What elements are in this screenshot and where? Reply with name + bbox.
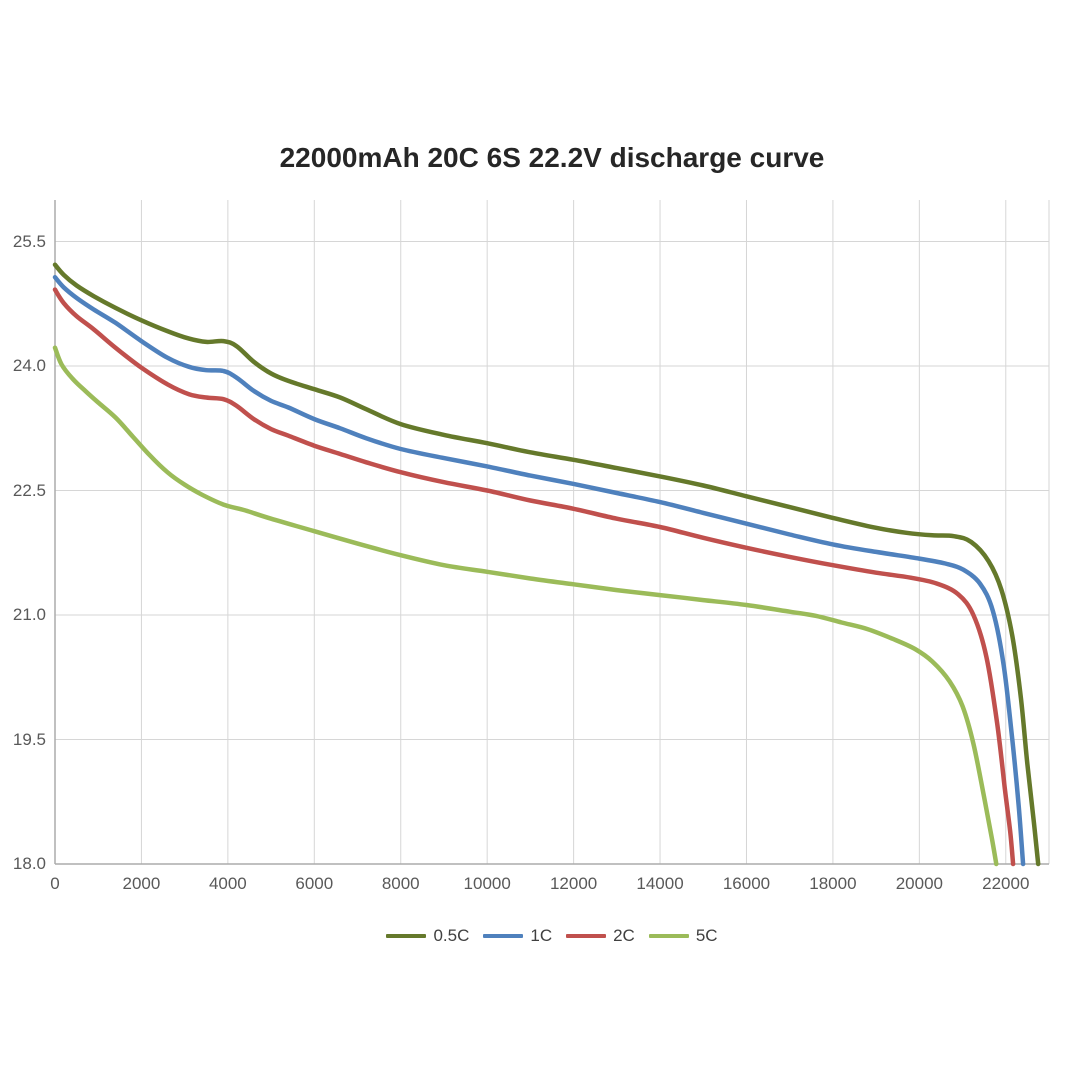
legend-item-1c: 1C [483, 926, 552, 946]
legend-label: 1C [530, 926, 553, 945]
series-line-0-5c [52, 262, 1041, 867]
gridlines [55, 200, 1050, 864]
series-lines [52, 262, 1041, 867]
y-tick-label: 18.0 [12, 854, 46, 873]
axes [54, 200, 1049, 865]
x-tick-label: 2000 [122, 874, 161, 893]
legend-item-5c: 5C [648, 926, 718, 946]
x-tick-label: 16000 [722, 874, 771, 893]
y-tick-label: 19.5 [12, 729, 46, 749]
series-line-2c [52, 287, 1016, 867]
x-tick-label: 0 [50, 874, 60, 893]
y-tick-label: 21.0 [12, 605, 46, 624]
x-tick-label: 18000 [809, 874, 857, 893]
legend-label: 2C [613, 926, 635, 945]
y-tick-label: 24.0 [12, 356, 46, 375]
legend-swatch [648, 934, 689, 938]
x-tick-label: 20000 [895, 874, 943, 893]
x-tick-label: 22000 [982, 874, 1030, 893]
legend: 0.5C 1C 2C 5C [55, 926, 1049, 946]
legend-swatch [566, 934, 607, 938]
series-line-5c [52, 345, 999, 867]
x-tick-label: 8000 [381, 874, 420, 893]
legend-item-2c: 2C [566, 926, 635, 946]
series-line-1c [52, 274, 1026, 867]
x-tick-label: 4000 [208, 874, 247, 893]
y-tick-label: 22.5 [12, 480, 46, 500]
y-tick-label: 25.5 [12, 231, 46, 251]
legend-swatch [483, 934, 524, 938]
x-tick-label: 10000 [463, 874, 511, 893]
legend-swatch [386, 934, 427, 938]
x-tick-label: 14000 [636, 874, 684, 893]
chart-title: 22000mAh 20C 6S 22.2V discharge curve [279, 142, 825, 173]
legend-label: 5C [695, 926, 718, 945]
legend-label: 0.5C [433, 926, 470, 945]
x-tick-label: 12000 [549, 874, 598, 893]
legend-item-0-5c: 0.5C [386, 926, 469, 946]
x-tick-label: 6000 [295, 874, 334, 893]
